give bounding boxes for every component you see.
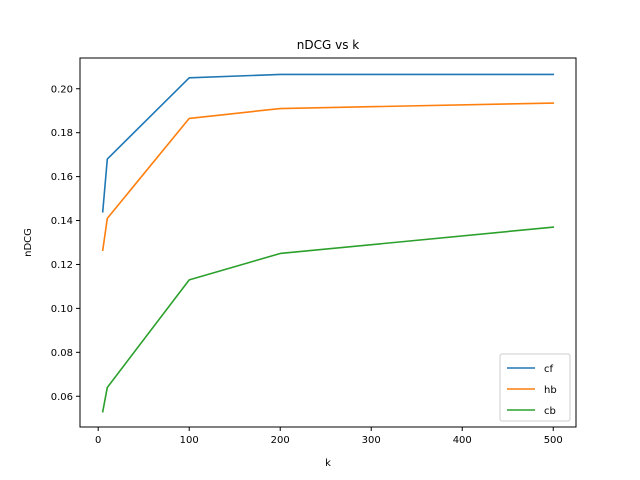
x-tick-label: 200 [271, 435, 290, 446]
x-tick-label: 300 [362, 435, 381, 446]
x-tick-label: 500 [544, 435, 563, 446]
y-tick-label: 0.16 [51, 172, 73, 183]
series-line-cb [101, 226, 555, 413]
chart-title: nDCG vs k [297, 38, 360, 52]
x-tick-label: 100 [180, 435, 199, 446]
y-tick-label: 0.20 [51, 84, 73, 95]
y-axis-label: nDCG [23, 228, 34, 257]
series-line-cf [101, 73, 555, 213]
x-axis-label: k [325, 458, 331, 469]
x-axis: 0 100 200 300 400 500 [95, 427, 563, 446]
legend-label-cf: cf [544, 364, 553, 375]
plot-frame [79, 57, 577, 428]
y-tick-label: 0.06 [51, 392, 73, 403]
series-line-hb [101, 102, 555, 252]
legend-label-cb: cb [544, 406, 556, 417]
plot-lines [101, 73, 555, 413]
legend-label-hb: hb [544, 385, 557, 396]
y-tick-label: 0.10 [51, 304, 73, 315]
x-tick-label: 0 [95, 435, 101, 446]
y-tick-label: 0.18 [51, 128, 73, 139]
y-axis: 0.06 0.08 0.10 0.12 0.14 0.16 0.18 0.20 [51, 84, 80, 403]
x-tick-label: 400 [453, 435, 472, 446]
y-tick-label: 0.12 [51, 260, 73, 271]
legend: cf hb cb [499, 353, 571, 422]
legend-box [499, 353, 571, 422]
y-tick-label: 0.14 [51, 216, 73, 227]
y-tick-label: 0.08 [51, 348, 73, 359]
